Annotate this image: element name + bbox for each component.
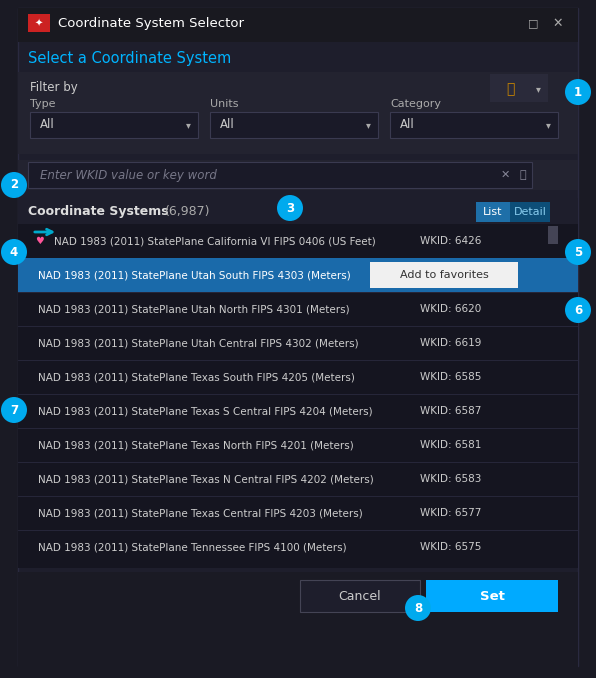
Text: ▾: ▾ [545,120,551,130]
Text: WKID: 6587: WKID: 6587 [420,406,482,416]
Circle shape [277,195,303,221]
Text: All: All [400,119,415,132]
Text: WKID: 6583: WKID: 6583 [420,474,482,484]
Text: NAD 1983 (2011) StatePlane Texas S Central FIPS 4204 (Meters): NAD 1983 (2011) StatePlane Texas S Centr… [38,406,372,416]
Text: NAD 1983 (2011) StatePlane California VI FIPS 0406 (US Feet): NAD 1983 (2011) StatePlane California VI… [54,236,375,246]
Text: NAD 1983 (2011) StatePlane Utah Central FIPS 4302 (Meters): NAD 1983 (2011) StatePlane Utah Central … [38,338,359,348]
Text: Type: Type [30,99,55,109]
Text: WKID: 6585: WKID: 6585 [420,372,482,382]
Text: □: □ [527,18,538,28]
Bar [390,112,558,138]
Bar [510,202,550,222]
Text: Filter by: Filter by [30,81,77,94]
Text: ✕: ✕ [552,16,563,30]
Text: NAD 1983 (2011) StatePlane Texas North FIPS 4201 (Meters): NAD 1983 (2011) StatePlane Texas North F… [38,440,354,450]
Text: 7: 7 [10,403,18,416]
Bar [476,202,510,222]
Text: NAD 1983 (2011) StatePlane Utah South FIPS 4303 (Meters): NAD 1983 (2011) StatePlane Utah South FI… [38,270,351,280]
Text: 1: 1 [574,85,582,98]
Text: All: All [40,119,55,132]
Text: Set: Set [480,589,504,603]
Text: Coordinate Systems: Coordinate Systems [28,205,169,218]
Text: Add to favorites: Add to favorites [400,270,488,280]
Text: WKID: 6577: WKID: 6577 [420,508,482,518]
Text: NAD 1983 (2011) StatePlane Texas South FIPS 4205 (Meters): NAD 1983 (2011) StatePlane Texas South F… [38,372,355,382]
Bar [300,580,420,612]
Text: 5: 5 [574,245,582,258]
Text: Enter WKID value or key word: Enter WKID value or key word [40,169,217,182]
Bar [18,198,578,226]
Bar [30,112,198,138]
Bar [490,74,548,102]
Bar [370,262,518,288]
Circle shape [1,397,27,423]
Text: Category: Category [390,99,441,109]
Text: 🔍: 🔍 [520,170,526,180]
Circle shape [405,595,431,621]
Text: WKID: 6619: WKID: 6619 [420,338,482,348]
Text: WKID: 6426: WKID: 6426 [420,236,482,246]
Text: ▾: ▾ [365,120,371,130]
Text: WKID: 6575: WKID: 6575 [420,542,482,552]
Circle shape [565,297,591,323]
Text: List: List [483,207,503,217]
Text: ✦: ✦ [35,19,43,29]
Text: NAD 1983 (2011) StatePlane Utah North FIPS 4301 (Meters): NAD 1983 (2011) StatePlane Utah North FI… [38,304,350,314]
Text: 4: 4 [10,245,18,258]
Text: Detail: Detail [514,207,547,217]
Text: ▾: ▾ [536,84,541,94]
Bar [18,160,578,190]
Text: NAD 1983 (2011) StatePlane Tennessee FIPS 4100 (Meters): NAD 1983 (2011) StatePlane Tennessee FIP… [38,542,347,552]
Bar [548,226,558,244]
Text: 3: 3 [286,201,294,214]
Text: Select a Coordinate System: Select a Coordinate System [28,50,231,66]
Circle shape [565,79,591,105]
Bar [18,572,578,678]
Circle shape [1,172,27,198]
Bar [210,112,378,138]
Text: WKID: 6581: WKID: 6581 [420,440,482,450]
Text: 6: 6 [574,304,582,317]
Text: Units: Units [210,99,238,109]
Text: ♥: ♥ [36,236,44,246]
Text: 8: 8 [414,601,422,614]
Text: Coordinate System Selector: Coordinate System Selector [58,18,244,31]
Text: NAD 1983 (2011) StatePlane Texas Central FIPS 4203 (Meters): NAD 1983 (2011) StatePlane Texas Central… [38,508,363,518]
Bar [18,72,578,154]
Bar [426,580,558,612]
Text: ✕: ✕ [500,170,510,180]
Text: 2: 2 [10,178,18,191]
Bar [28,162,532,188]
Text: All: All [220,119,235,132]
Circle shape [565,239,591,265]
Bar [28,14,50,32]
Bar [18,224,578,568]
Text: Cancel: Cancel [339,589,381,603]
Text: WKID: 6621: WKID: 6621 [420,270,482,280]
Text: WKID: 6620: WKID: 6620 [420,304,481,314]
Text: 🌐: 🌐 [506,82,514,96]
Bar [18,258,578,292]
Text: (6,987): (6,987) [165,205,210,218]
Bar [18,8,578,42]
Text: ▾: ▾ [185,120,191,130]
Circle shape [1,239,27,265]
Text: NAD 1983 (2011) StatePlane Texas N Central FIPS 4202 (Meters): NAD 1983 (2011) StatePlane Texas N Centr… [38,474,374,484]
